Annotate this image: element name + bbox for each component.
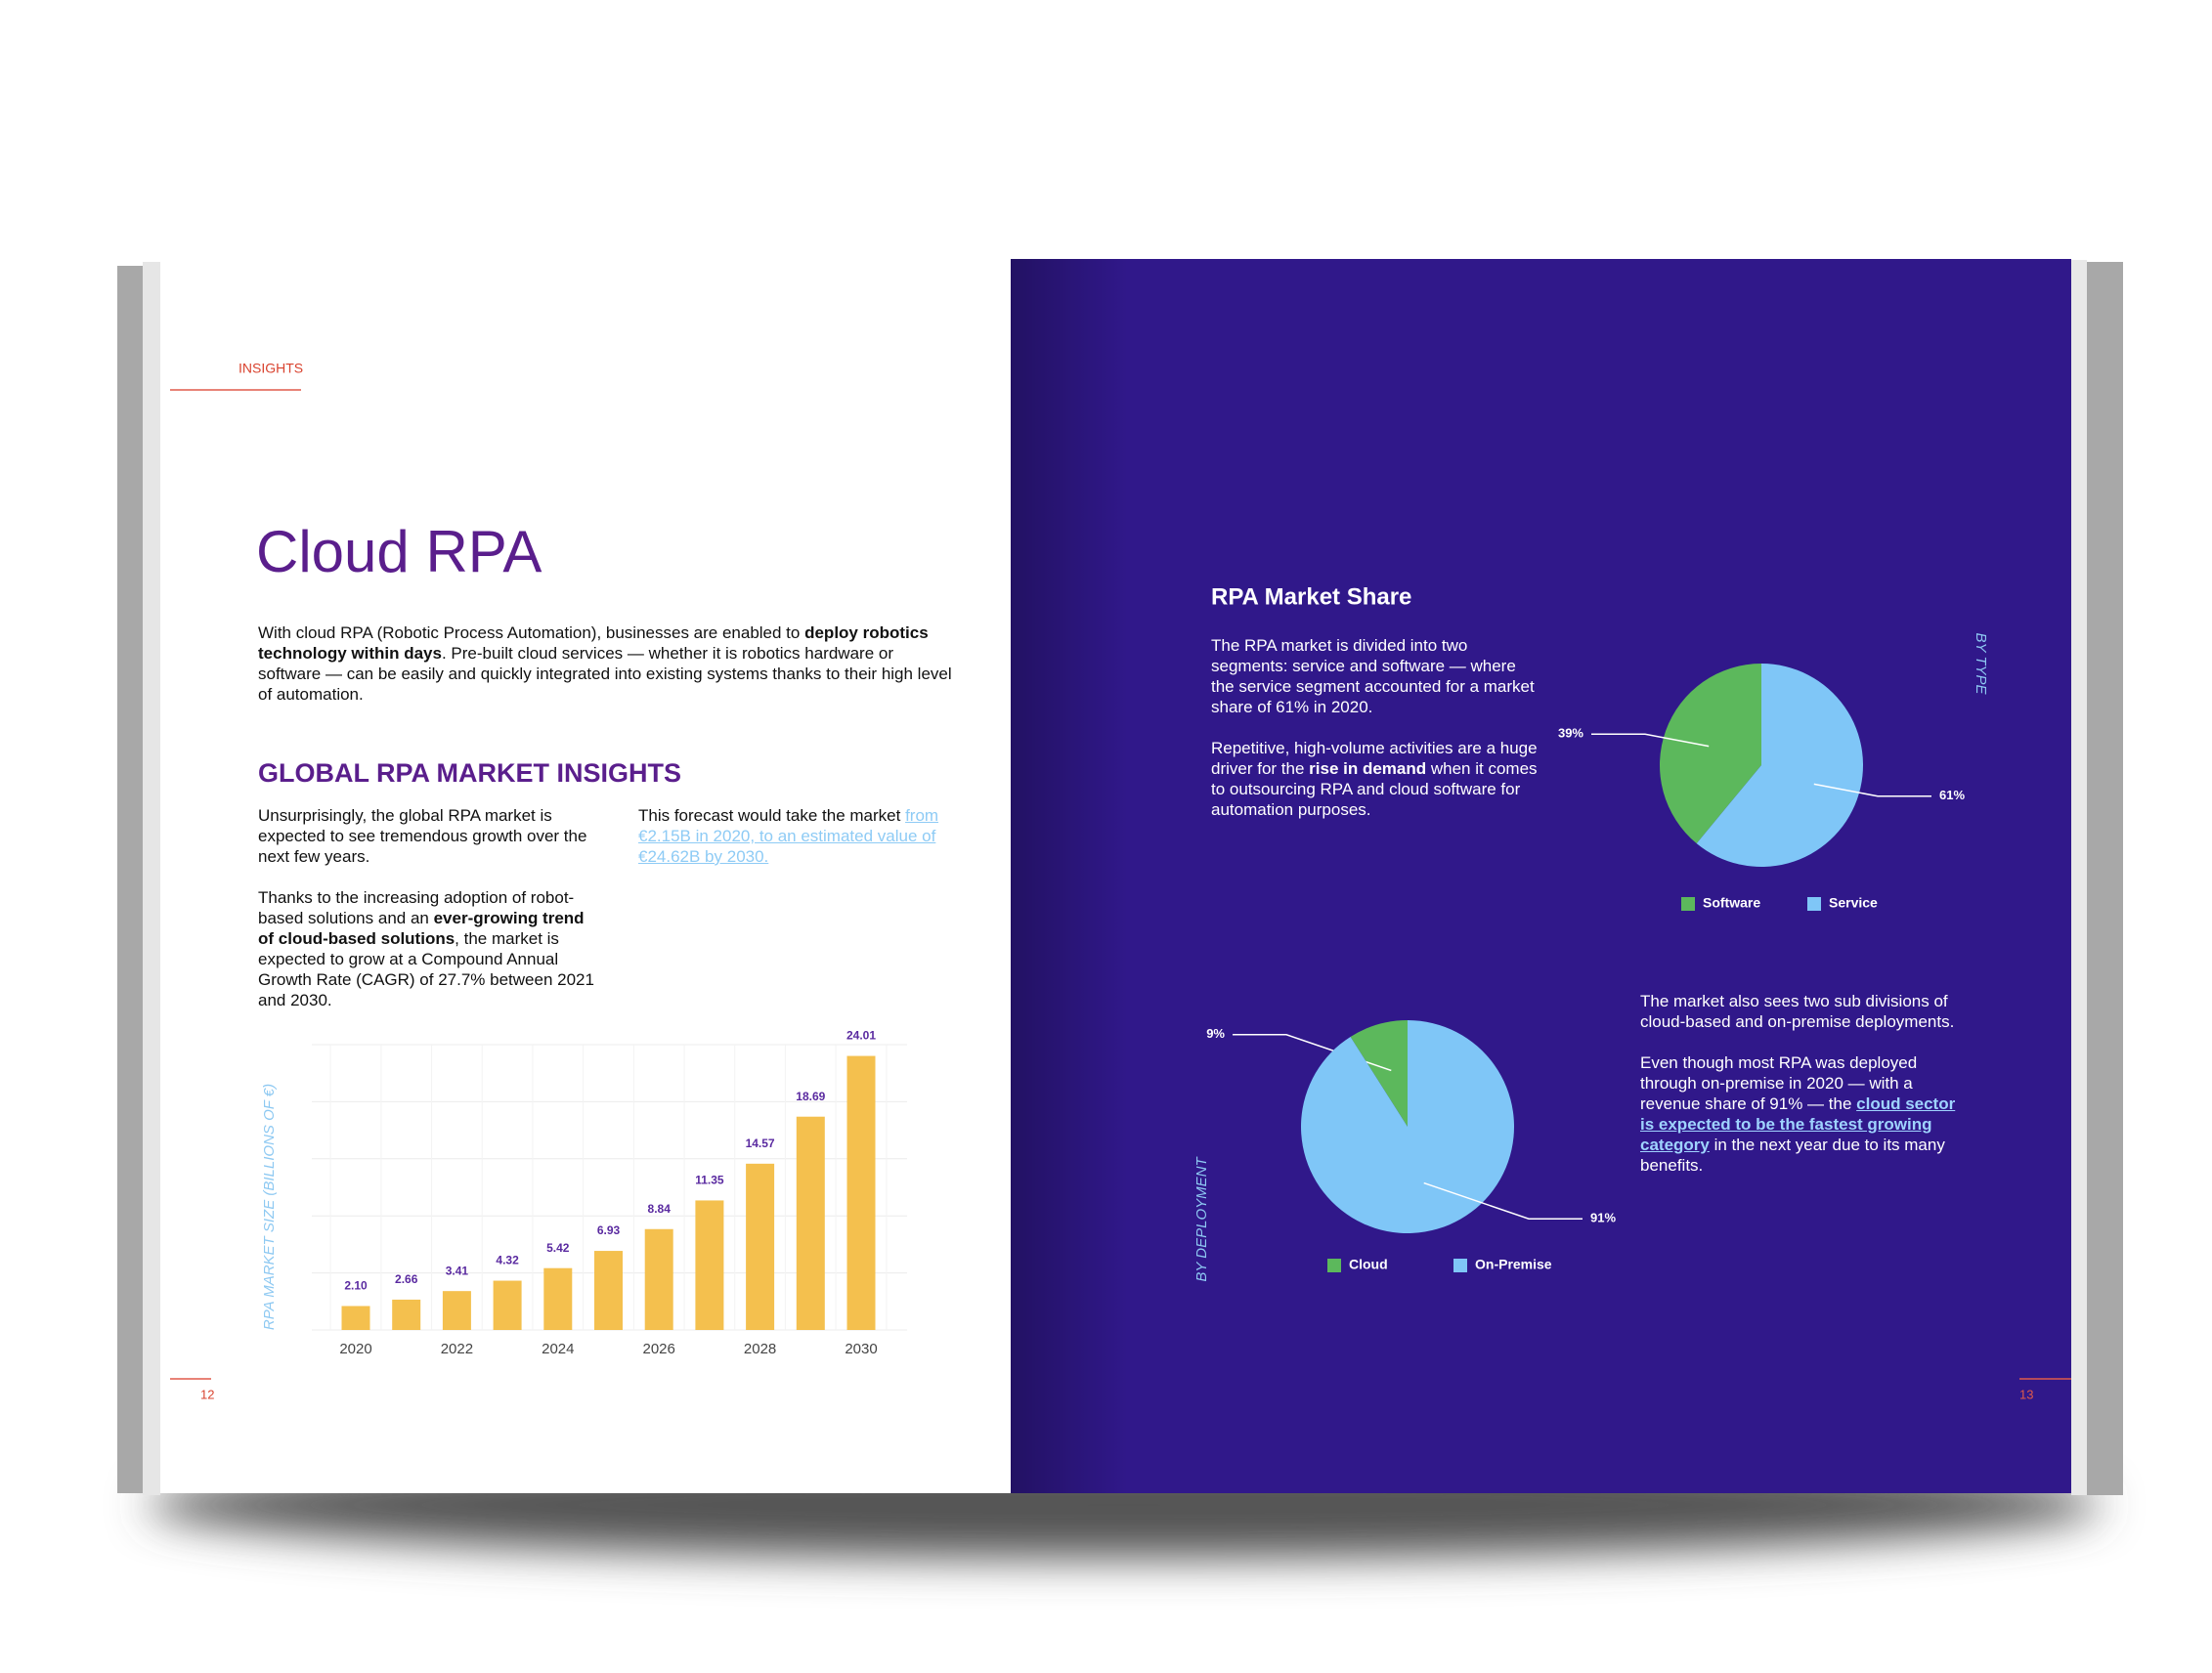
- section-heading: RPA Market Share: [1211, 583, 1411, 610]
- legend-swatch: [1453, 1259, 1467, 1272]
- bar: [695, 1200, 724, 1330]
- y-axis-label: RPA MARKET SIZE (BILLIONS OF €): [261, 1084, 278, 1330]
- text: Even though most RPA was deployed throug…: [1640, 1053, 1918, 1113]
- value-label: 18.69: [796, 1090, 825, 1103]
- value-label: 3.41: [446, 1264, 469, 1277]
- value-label: 8.84: [648, 1202, 672, 1216]
- value-label: 14.57: [746, 1137, 775, 1150]
- leader-line: [1423, 1181, 1583, 1220]
- x-tick-label: 2022: [441, 1341, 473, 1357]
- bar: [796, 1116, 825, 1330]
- left-page-stack: [143, 262, 160, 1495]
- bar: [644, 1228, 673, 1330]
- value-label: 2.66: [395, 1272, 418, 1286]
- text: , the market is expected to grow at a Co…: [258, 929, 594, 1009]
- bar: [746, 1163, 775, 1330]
- chart-label: BY DEPLOYMENT: [1193, 1156, 1210, 1282]
- text: This forecast would take the market: [638, 806, 906, 825]
- bold-text: rise in demand: [1309, 759, 1427, 778]
- paragraph: The RPA market is divided into two segme…: [1211, 636, 1535, 716]
- text-column: The market also sees two sub divisions o…: [1640, 991, 1973, 1196]
- x-tick-label: 2028: [744, 1341, 776, 1357]
- text-column: This forecast would take the market from…: [638, 805, 961, 867]
- x-tick-label: 2030: [845, 1341, 877, 1357]
- value-label: 4.32: [496, 1254, 519, 1267]
- page-title: Cloud RPA: [256, 519, 542, 584]
- legend-label: On-Premise: [1475, 1257, 1552, 1272]
- page-number: 13: [2019, 1387, 2033, 1401]
- text: Repetitive, high-volume activities are a…: [1211, 739, 1538, 778]
- leader-line: [1591, 733, 1710, 748]
- right-page-stack: [2071, 260, 2087, 1495]
- paragraph: The market also sees two sub divisions o…: [1640, 992, 1955, 1031]
- pie-slice: [1659, 664, 1761, 844]
- value-label: 5.42: [546, 1241, 570, 1255]
- pie-slice: [1696, 664, 1863, 867]
- bar: [543, 1267, 573, 1330]
- intro-paragraph: With cloud RPA (Robotic Process Automati…: [258, 622, 957, 705]
- legend-label: Service: [1829, 895, 1878, 911]
- link[interactable]: cloud sector is expected to be the faste…: [1640, 1094, 1956, 1154]
- bold-text: ever-growing trend of cloud-based soluti…: [258, 909, 585, 948]
- x-tick-label: 2020: [339, 1341, 371, 1357]
- text: . Pre-built cloud services — whether it …: [258, 644, 952, 704]
- right-page: [1011, 259, 2071, 1493]
- paragraph: Repetitive, high-volume activities are a…: [1211, 738, 1543, 820]
- legend-swatch: [1681, 897, 1695, 911]
- leader-line: [1813, 783, 1931, 797]
- text: in the next year due to its many benefit…: [1640, 1136, 1945, 1175]
- text: With cloud RPA (Robotic Process Automati…: [258, 623, 805, 642]
- value-label: 2.10: [344, 1279, 368, 1293]
- section-label: INSIGHTS: [239, 361, 303, 376]
- value-label: 61%: [1939, 788, 1965, 802]
- legend-label: Software: [1703, 895, 1760, 911]
- bar: [493, 1280, 522, 1330]
- legend-label: Cloud: [1349, 1257, 1388, 1272]
- pie-slice: [1300, 1020, 1514, 1233]
- bold-text: deploy robotics technology within days: [258, 623, 929, 663]
- legend-swatch: [1807, 897, 1821, 911]
- x-tick-label: 2026: [643, 1341, 675, 1357]
- section-heading: GLOBAL RPA MARKET INSIGHTS: [258, 758, 682, 788]
- value-label: 11.35: [695, 1174, 724, 1187]
- gutter-shade: [1011, 259, 1128, 1493]
- paragraph: Unsurprisingly, the global RPA market is…: [258, 806, 587, 866]
- x-tick-label: 2024: [542, 1341, 574, 1357]
- paragraph: Even though most RPA was deployed throug…: [1640, 1052, 1973, 1176]
- text: when it comes to outsourcing RPA and clo…: [1211, 759, 1538, 819]
- value-label: 91%: [1590, 1211, 1616, 1225]
- bar: [341, 1306, 370, 1330]
- legend-swatch: [1327, 1259, 1341, 1272]
- bar: [846, 1055, 876, 1330]
- chart-label: BY TYPE: [1973, 632, 1989, 695]
- value-label: 39%: [1558, 726, 1583, 741]
- bar: [392, 1299, 421, 1330]
- pie-slice: [1350, 1020, 1408, 1127]
- text-column: The RPA market is divided into two segme…: [1211, 635, 1543, 840]
- text-column: Unsurprisingly, the global RPA market is…: [258, 805, 595, 1031]
- text: Thanks to the increasing adoption of rob…: [258, 888, 575, 927]
- value-label: 9%: [1206, 1026, 1225, 1041]
- bar: [594, 1251, 623, 1330]
- page-number: 12: [200, 1387, 214, 1401]
- bar: [442, 1291, 471, 1330]
- paragraph: Thanks to the increasing adoption of rob…: [258, 887, 595, 1010]
- value-label: 6.93: [597, 1223, 621, 1237]
- link[interactable]: from €2.15B in 2020, to an estimated val…: [638, 806, 939, 866]
- value-label: 24.01: [846, 1029, 876, 1043]
